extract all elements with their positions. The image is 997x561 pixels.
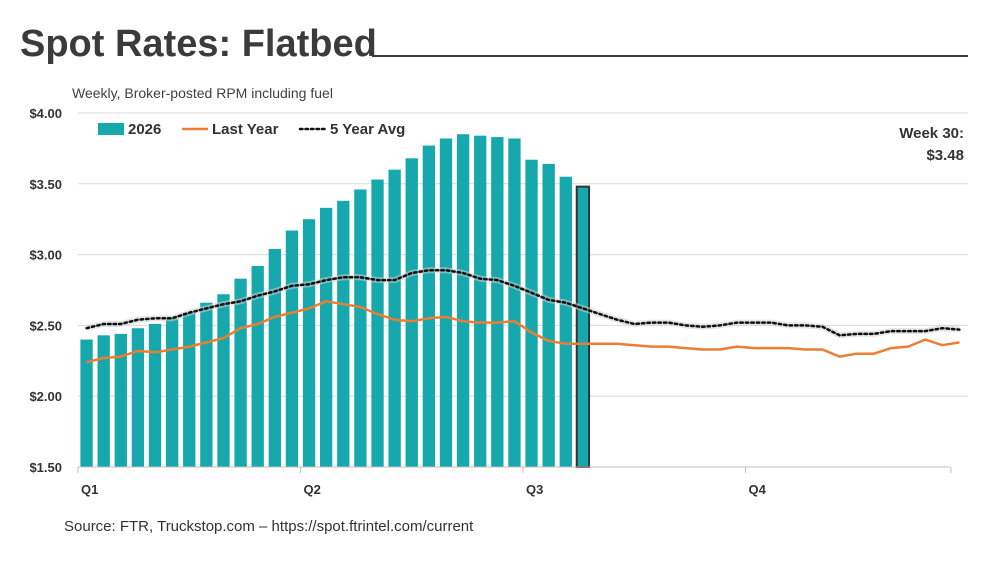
y-tick-label: $2.50: [29, 318, 62, 333]
bar-series-2026: [80, 134, 591, 469]
callout-week: Week 30:: [899, 125, 964, 142]
y-tick-label: $4.00: [29, 106, 62, 121]
legend-label-2026: 2026: [128, 121, 161, 138]
y-tick-label: $3.00: [29, 248, 62, 263]
bar: [542, 163, 555, 467]
bar: [559, 176, 572, 467]
bar: [525, 159, 538, 467]
bar: [456, 134, 470, 468]
bar: [371, 179, 384, 467]
bar: [354, 189, 367, 468]
bar: [200, 302, 213, 467]
bar: [217, 294, 230, 467]
bar: [80, 339, 93, 467]
legend-swatch-2026: [98, 123, 124, 135]
y-tick-label: $3.50: [29, 177, 62, 192]
bar-highlight: [575, 185, 591, 469]
bar: [234, 278, 247, 467]
source-note: Source: FTR, Truckstop.com – https://spo…: [64, 518, 474, 535]
title-underline: [372, 55, 968, 57]
bar: [131, 328, 145, 467]
x-tick-label: Q3: [526, 482, 543, 497]
x-axis: Q1 Q2 Q3 Q4: [77, 466, 952, 497]
bar: [388, 169, 401, 467]
legend-label-5-year-avg: 5 Year Avg: [330, 121, 405, 138]
bar: [97, 335, 110, 467]
bar: [422, 145, 436, 467]
bar: [148, 323, 162, 467]
week-callout: Week 30: $3.48: [899, 123, 964, 167]
bar: [114, 333, 127, 467]
bar: [337, 200, 350, 468]
bar: [268, 248, 281, 467]
line-5-year-avg: [85, 268, 961, 337]
bar: [320, 207, 333, 467]
bar: [302, 219, 316, 467]
bar: [439, 138, 453, 467]
callout-value: $3.48: [926, 147, 964, 164]
bar: [285, 230, 299, 467]
bar: [183, 312, 196, 467]
line-series: [85, 267, 961, 364]
bar: [508, 138, 521, 467]
legend: 2026 Last Year 5 Year Avg: [98, 121, 405, 138]
x-tick-label: Q4: [749, 482, 767, 497]
chart-subtitle: Weekly, Broker-posted RPM including fuel: [72, 85, 333, 101]
y-axis-ticks: $1.50 $2.00 $2.50 $3.00 $3.50 $4.00: [29, 106, 62, 475]
line-last-year: [86, 300, 960, 364]
bar: [474, 135, 487, 467]
x-tick-label: Q1: [81, 482, 98, 497]
y-tick-label: $2.00: [29, 389, 62, 404]
page-title: Spot Rates: Flatbed: [20, 23, 377, 65]
bar: [251, 265, 264, 467]
bar: [165, 318, 179, 467]
legend-label-last-year: Last Year: [212, 121, 279, 138]
y-tick-label: $1.50: [29, 460, 62, 475]
bar: [491, 137, 504, 467]
x-tick-label: Q2: [304, 482, 321, 497]
bar: [405, 158, 418, 467]
